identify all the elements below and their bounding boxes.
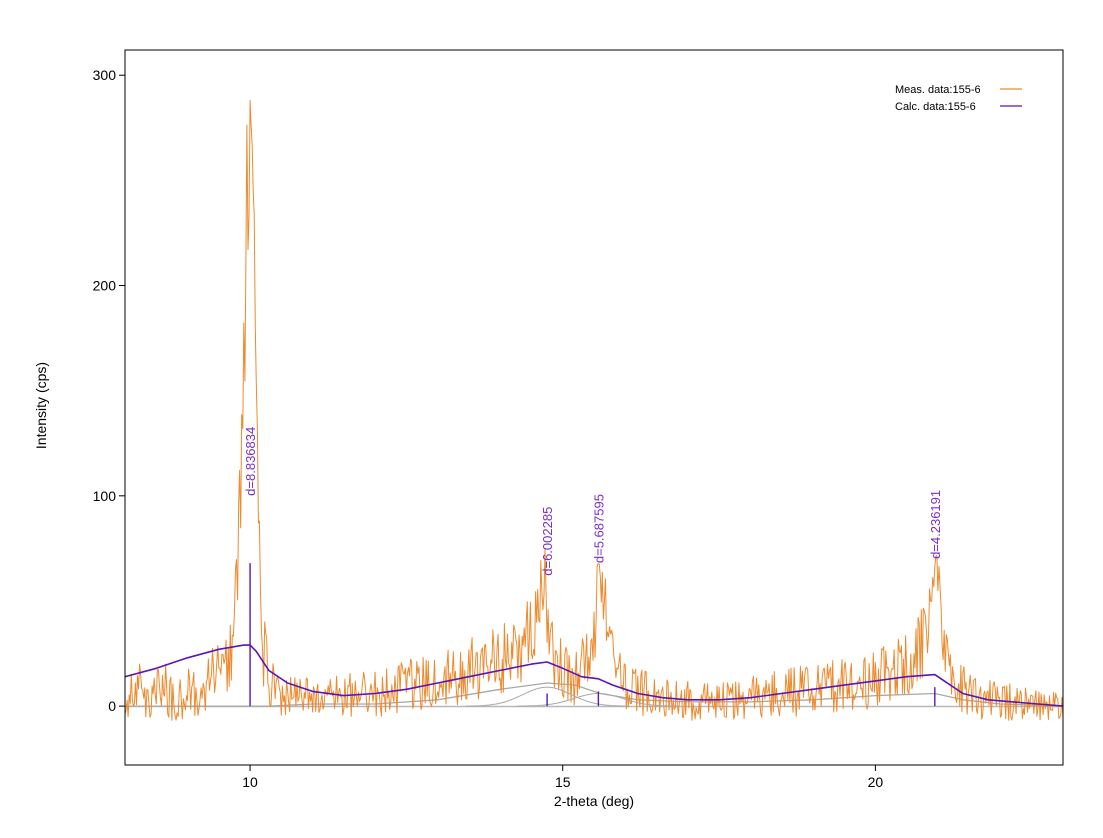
y-tick-label: 200 xyxy=(93,278,117,294)
x-tick-label: 20 xyxy=(868,774,884,790)
y-axis-title: Intensity (cps) xyxy=(33,362,49,449)
legend-label: Calc. data:155-6 xyxy=(895,101,976,113)
axis-ticks-layer: 0 100 200 300 10 15 20 xyxy=(93,67,884,790)
legend: Meas. data:155-6 Calc. data:155-6 xyxy=(895,84,1022,113)
legend-label: Meas. data:155-6 xyxy=(895,84,981,96)
x-tick-label: 15 xyxy=(555,774,571,790)
component-profile-line xyxy=(465,686,629,707)
traces-layer xyxy=(125,100,1063,721)
peak-d-spacing-label: d=4.236191 xyxy=(928,490,943,559)
y-tick-label: 100 xyxy=(93,488,117,504)
peak-d-spacing-label: d=6.002285 xyxy=(540,507,555,576)
plot-frame xyxy=(124,49,1064,766)
meas-data-line xyxy=(125,100,1063,721)
peak-d-spacing-label: d=5.687595 xyxy=(591,494,606,563)
peak-labels-layer: d=8.836834 d=6.002285 d=5.687595 d=4.236191 xyxy=(243,427,943,576)
x-tick-label: 10 xyxy=(242,774,258,790)
peak-d-spacing-label: d=8.836834 xyxy=(243,427,258,496)
x-axis-title: 2-theta (deg) xyxy=(554,793,634,809)
y-tick-label: 300 xyxy=(93,67,117,83)
y-tick-label: 0 xyxy=(108,698,116,714)
peak-sticks-layer xyxy=(249,563,936,707)
calc-data-line xyxy=(125,644,1063,707)
